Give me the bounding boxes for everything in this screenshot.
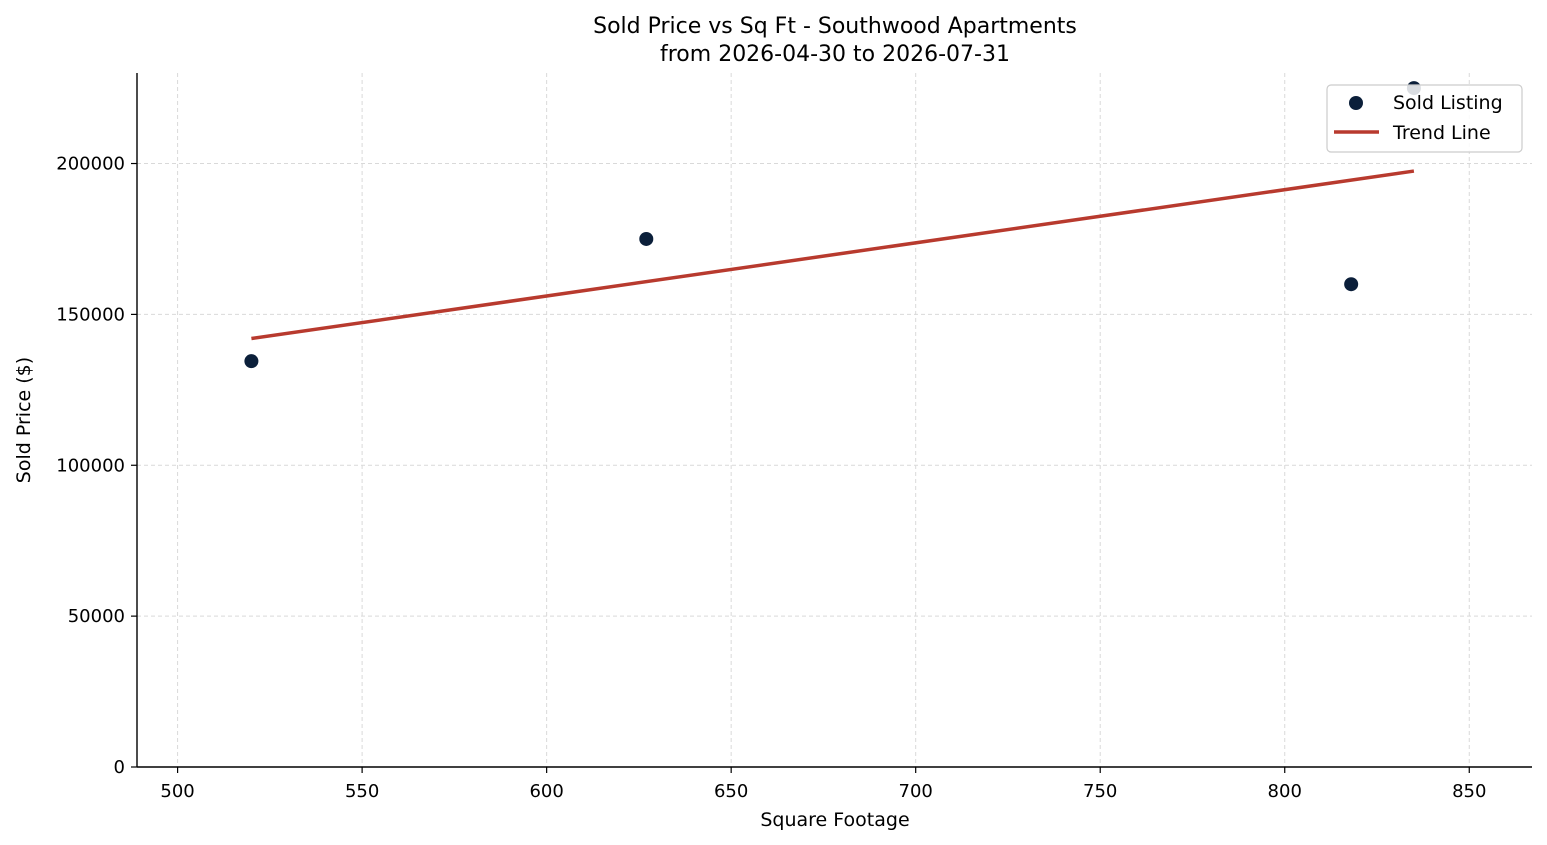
- grid-lines: [137, 73, 1532, 768]
- tick-labels: 500 550 600 650 700 750 800 850 0 50000 100000 1500…: [56, 154, 1486, 802]
- y-tick-label: 150000: [56, 304, 125, 325]
- y-tick-label: 50000: [68, 606, 125, 627]
- scatter-point: [244, 354, 259, 369]
- scatter-point: [639, 231, 654, 246]
- x-tick-label: 600: [529, 781, 563, 802]
- x-tick-label: 700: [899, 781, 933, 802]
- x-tick-label: 800: [1268, 781, 1302, 802]
- x-tick-label: 650: [714, 781, 748, 802]
- y-tick-label: 0: [114, 757, 125, 778]
- x-tick-label: 850: [1452, 781, 1486, 802]
- y-axis-label: Sold Price ($): [13, 357, 35, 483]
- trend-line-layer: [251, 169, 1415, 341]
- legend-label-trend-line: Trend Line: [1392, 122, 1491, 144]
- scatter-point: [1344, 277, 1359, 292]
- scatter-points-layer: [244, 81, 1421, 369]
- chart-subtitle: from 2026-04-30 to 2026-07-31: [660, 42, 1010, 67]
- axes: [131, 73, 1532, 773]
- x-tick-label: 550: [345, 781, 379, 802]
- legend-marker-sold-listing: [1349, 96, 1363, 110]
- legend: Sold Listing Trend Line: [1326, 84, 1523, 153]
- legend-label-sold-listing: Sold Listing: [1393, 92, 1503, 114]
- chart-title: Sold Price vs Sq Ft - Southwood Apartmen…: [593, 14, 1077, 39]
- y-tick-label: 200000: [56, 154, 125, 175]
- x-tick-label: 500: [160, 781, 194, 802]
- y-tick-label: 100000: [56, 455, 125, 476]
- legend-box: [1326, 84, 1523, 153]
- x-axis-label: Square Footage: [760, 809, 909, 831]
- trend-line: [251, 169, 1415, 341]
- x-tick-label: 750: [1083, 781, 1117, 802]
